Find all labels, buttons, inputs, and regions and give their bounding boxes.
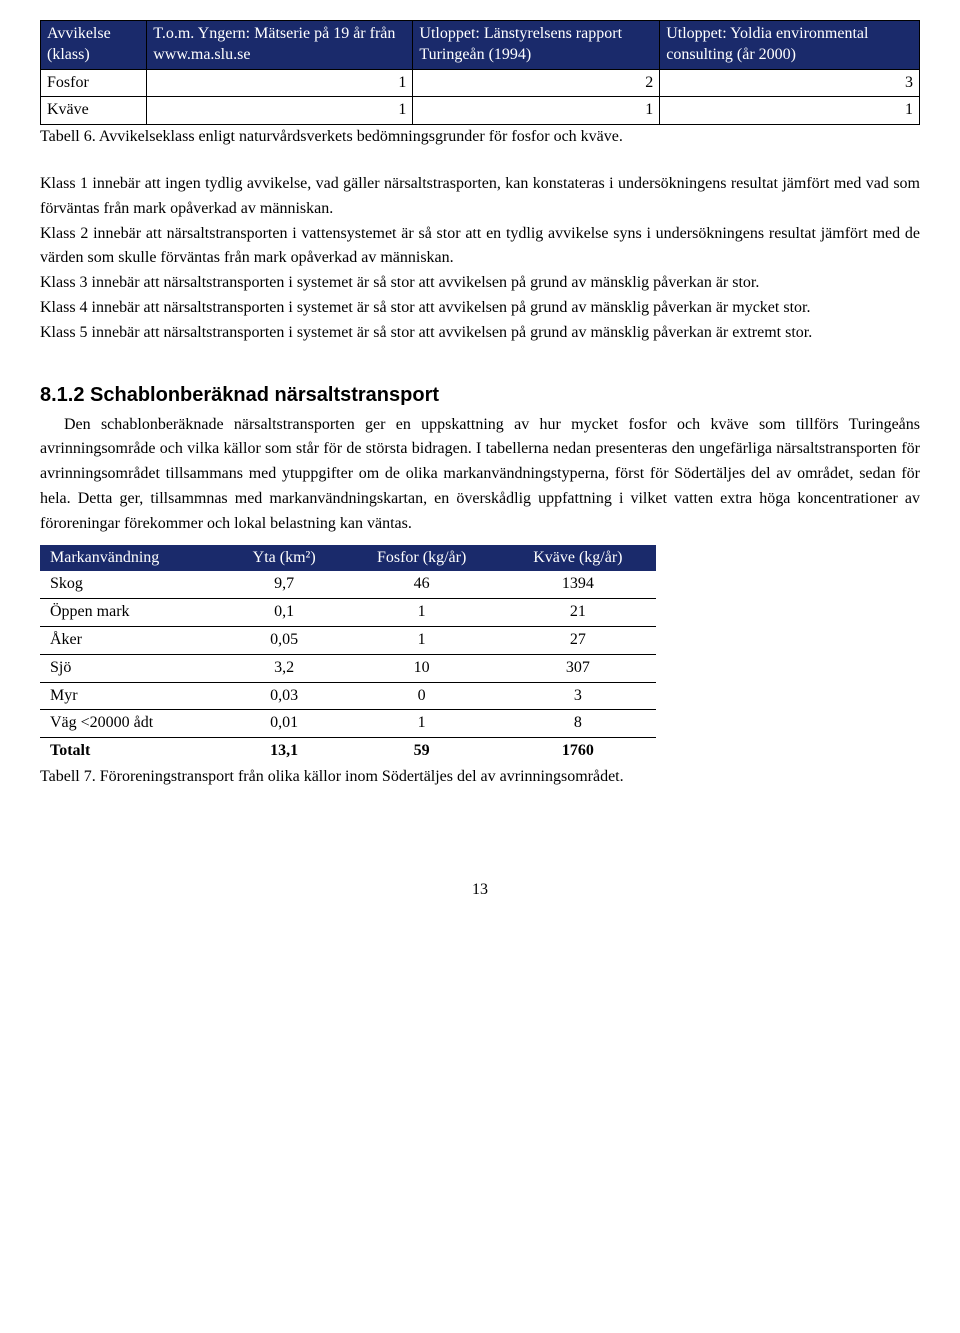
th-yngern: T.o.m. Yngern: Mätserie på 19 år från ww… xyxy=(147,21,413,70)
cell-value: 0,1 xyxy=(225,599,344,627)
th-markanvandning: Markanvändning xyxy=(40,545,225,572)
cell-label: Skog xyxy=(40,571,225,598)
table-row: Öppen mark 0,1 1 21 xyxy=(40,599,656,627)
table-caption-6: Tabell 6. Avvikelseklass enligt naturvår… xyxy=(40,127,920,148)
cell-value: 1 xyxy=(660,97,920,125)
cell-value: 59 xyxy=(343,738,499,765)
cell-value: 1 xyxy=(343,710,499,738)
cell-label: Myr xyxy=(40,682,225,710)
cell-label: Kväve xyxy=(41,97,147,125)
cell-value: 3 xyxy=(660,69,920,97)
table-row: Åker 0,05 1 27 xyxy=(40,626,656,654)
cell-value: 3 xyxy=(500,682,656,710)
section-heading: 8.1.2 Schablonberäknad närsaltstransport xyxy=(40,380,920,411)
klass-definitions: Klass 1 innebär att ingen tydlig avvikel… xyxy=(40,172,920,346)
cell-label: Väg <20000 ådt xyxy=(40,710,225,738)
cell-value: 0,01 xyxy=(225,710,344,738)
paragraph: Klass 2 innebär att närsaltstransporten … xyxy=(40,222,920,272)
cell-value: 1 xyxy=(343,599,499,627)
table-avvikelse: Avvikelse (klass) T.o.m. Yngern: Mätseri… xyxy=(40,20,920,125)
cell-value: 21 xyxy=(500,599,656,627)
cell-label: Öppen mark xyxy=(40,599,225,627)
cell-value: 27 xyxy=(500,626,656,654)
cell-value: 13,1 xyxy=(225,738,344,765)
cell-value: 8 xyxy=(500,710,656,738)
th-lansstyrelsen: Utloppet: Länstyrelsens rapport Turingeå… xyxy=(413,21,660,70)
table-row: Myr 0,03 0 3 xyxy=(40,682,656,710)
table-header-row: Avvikelse (klass) T.o.m. Yngern: Mätseri… xyxy=(41,21,920,70)
table-header-row: Markanvändning Yta (km²) Fosfor (kg/år) … xyxy=(40,545,656,572)
th-fosfor: Fosfor (kg/år) xyxy=(343,545,499,572)
cell-label: Fosfor xyxy=(41,69,147,97)
cell-value: 46 xyxy=(343,571,499,598)
table-caption-7: Tabell 7. Föroreningstransport från olik… xyxy=(40,767,656,788)
table-row: Skog 9,7 46 1394 xyxy=(40,571,656,598)
table-row: Kväve 1 1 1 xyxy=(41,97,920,125)
cell-value: 1 xyxy=(413,97,660,125)
th-kvave: Kväve (kg/år) xyxy=(500,545,656,572)
paragraph: Klass 3 innebär att närsaltstransporten … xyxy=(40,271,920,296)
cell-value: 307 xyxy=(500,654,656,682)
section-body: Den schablonberäknade närsaltstransporte… xyxy=(40,413,920,537)
cell-label: Sjö xyxy=(40,654,225,682)
cell-value: 0,05 xyxy=(225,626,344,654)
cell-value: 10 xyxy=(343,654,499,682)
cell-value: 1 xyxy=(147,69,413,97)
th-yoldia: Utloppet: Yoldia environmental consultin… xyxy=(660,21,920,70)
cell-value: 9,7 xyxy=(225,571,344,598)
table-markanvandning: Markanvändning Yta (km²) Fosfor (kg/år) … xyxy=(40,545,656,765)
cell-value: 1760 xyxy=(500,738,656,765)
cell-value: 1 xyxy=(343,626,499,654)
cell-label: Åker xyxy=(40,626,225,654)
paragraph: Klass 1 innebär att ingen tydlig avvikel… xyxy=(40,172,920,222)
table-row: Sjö 3,2 10 307 xyxy=(40,654,656,682)
paragraph: Klass 4 innebär att närsaltstransporten … xyxy=(40,296,920,321)
cell-value: 1394 xyxy=(500,571,656,598)
cell-value: 3,2 xyxy=(225,654,344,682)
table-row: Väg <20000 ådt 0,01 1 8 xyxy=(40,710,656,738)
table-row: Fosfor 1 2 3 xyxy=(41,69,920,97)
paragraph: Klass 5 innebär att närsaltstransporten … xyxy=(40,321,920,346)
cell-value: 0 xyxy=(343,682,499,710)
th-avvikelse: Avvikelse (klass) xyxy=(41,21,147,70)
th-yta: Yta (km²) xyxy=(225,545,344,572)
cell-value: 0,03 xyxy=(225,682,344,710)
cell-label: Totalt xyxy=(40,738,225,765)
cell-value: 1 xyxy=(147,97,413,125)
cell-value: 2 xyxy=(413,69,660,97)
page-number: 13 xyxy=(40,878,920,903)
table-total-row: Totalt 13,1 59 1760 xyxy=(40,738,656,765)
